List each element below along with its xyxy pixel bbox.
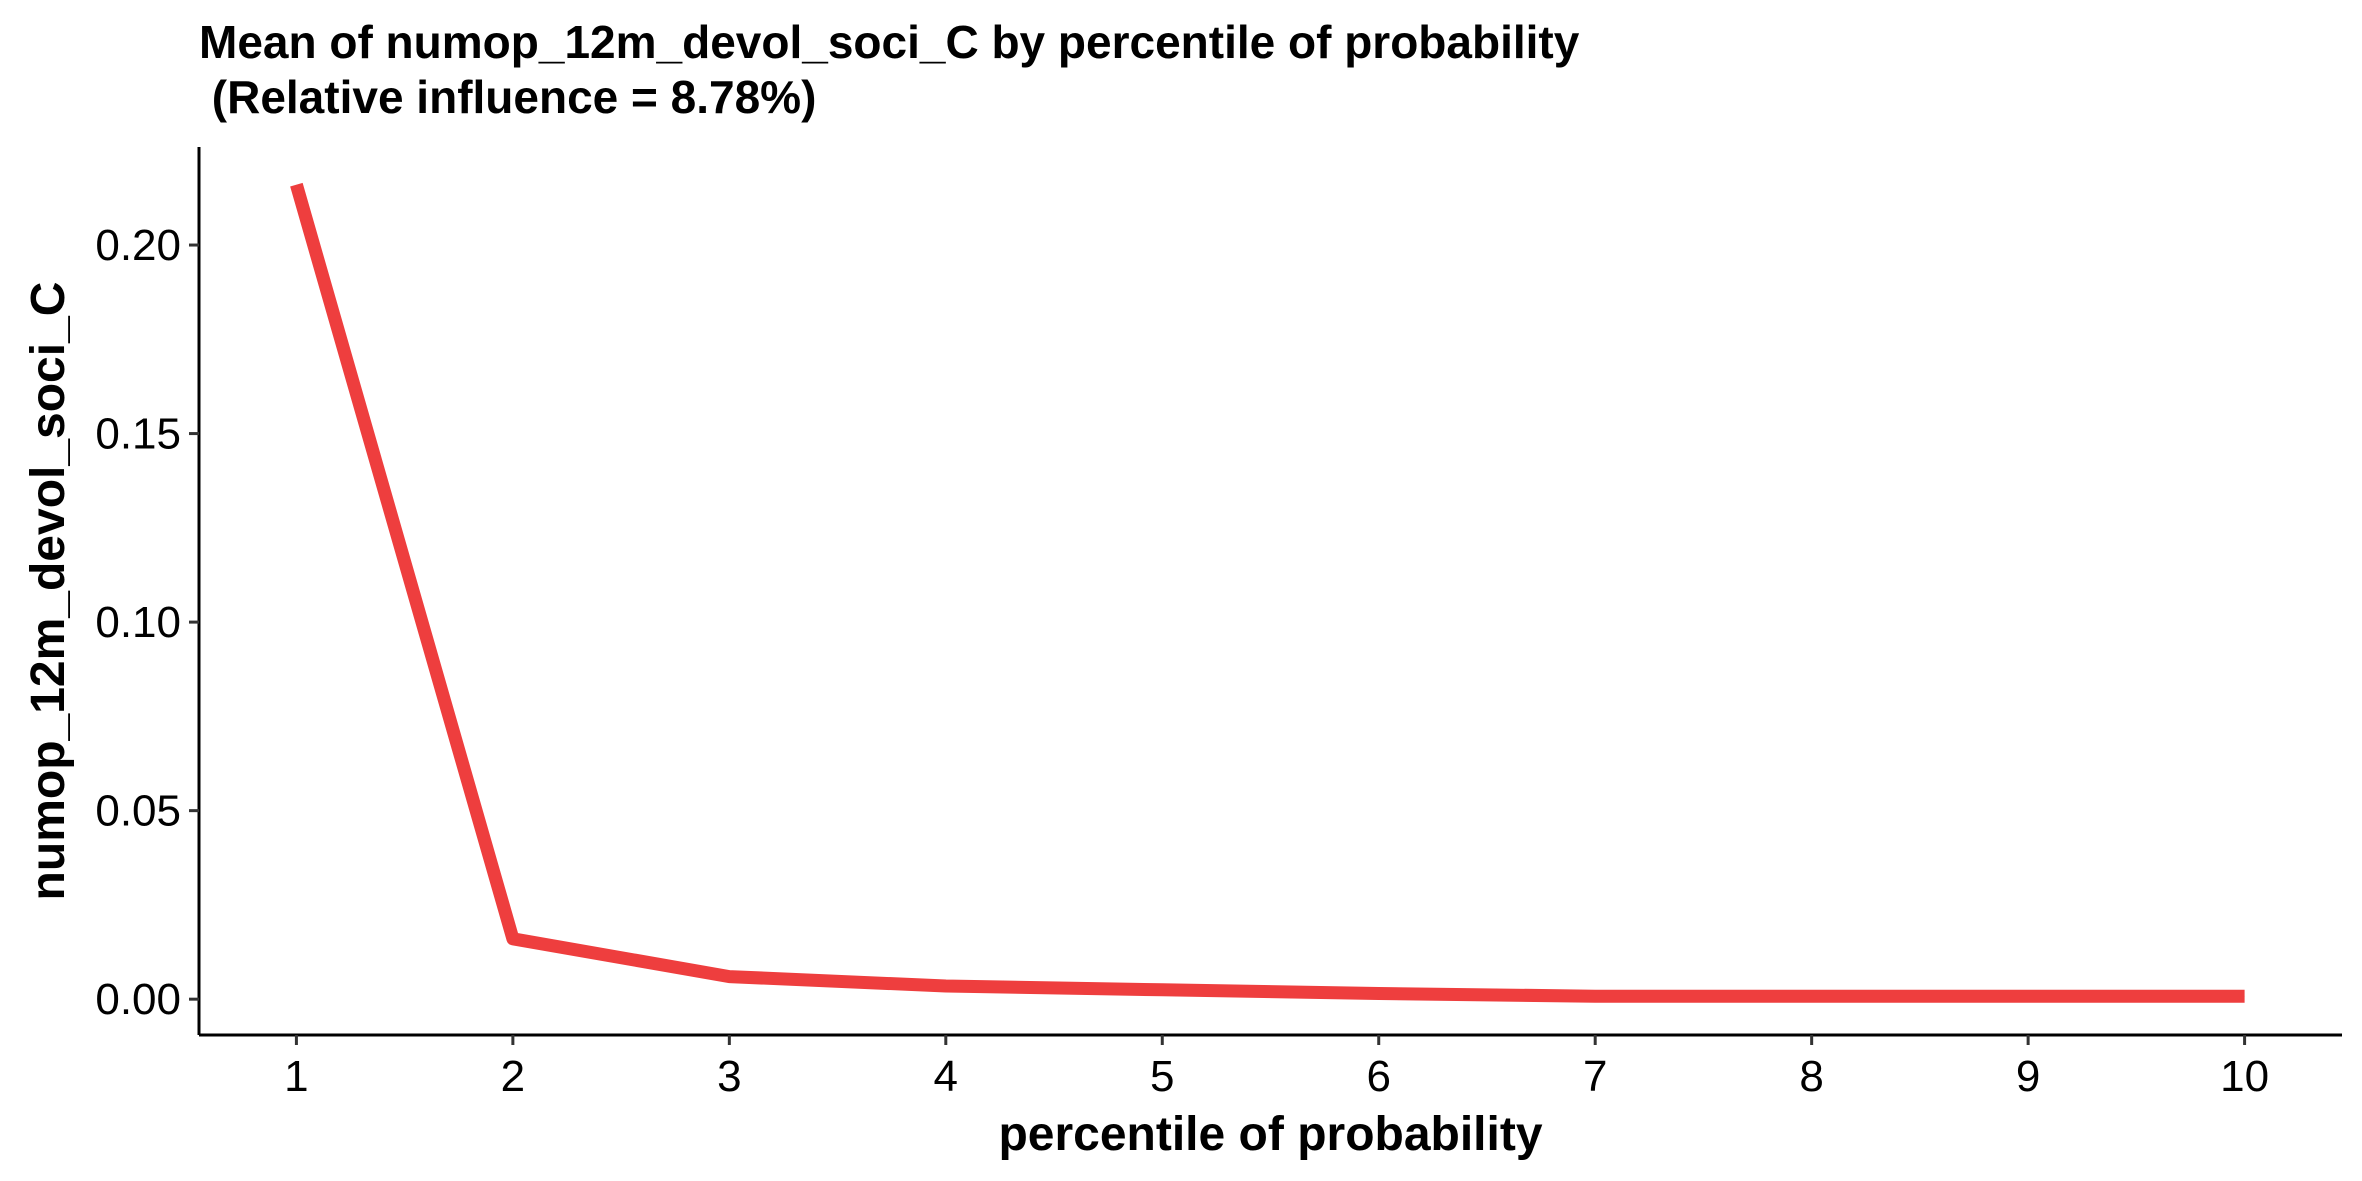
y-tick-label: 0.00 [95,975,181,1024]
x-tick-label: 6 [1366,1052,1390,1101]
y-axis: 0.00 0.05 0.10 0.15 0.20 [95,147,201,1035]
x-tick-label: 2 [501,1052,525,1101]
y-tick-label: 0.10 [95,598,181,647]
series-layer [290,182,2245,1003]
x-tick-label: 4 [934,1052,958,1101]
chart-title-line-2: (Relative influence = 8.78%) [199,71,816,123]
x-tick-label: 8 [1799,1052,1823,1101]
series-line [290,182,2245,1003]
y-tick-label: 0.15 [95,410,181,459]
x-tick-label: 9 [2016,1052,2040,1101]
x-tick-label: 5 [1150,1052,1174,1101]
chart-title-line-1: Mean of numop_12m_devol_soci_C by percen… [199,16,1580,68]
x-tick-label: 3 [717,1052,741,1101]
y-axis-label: numop_12m_devol_soci_C [22,282,75,901]
x-axis: 1 2 3 4 5 6 7 8 9 10 [199,1033,2342,1101]
x-tick-label: 1 [284,1052,308,1101]
y-tick-label: 0.20 [95,221,181,270]
y-tick-label: 0.05 [95,787,181,836]
x-axis-label: percentile of probability [998,1108,1542,1161]
x-tick-label: 10 [2220,1052,2269,1101]
x-tick-label: 7 [1583,1052,1607,1101]
